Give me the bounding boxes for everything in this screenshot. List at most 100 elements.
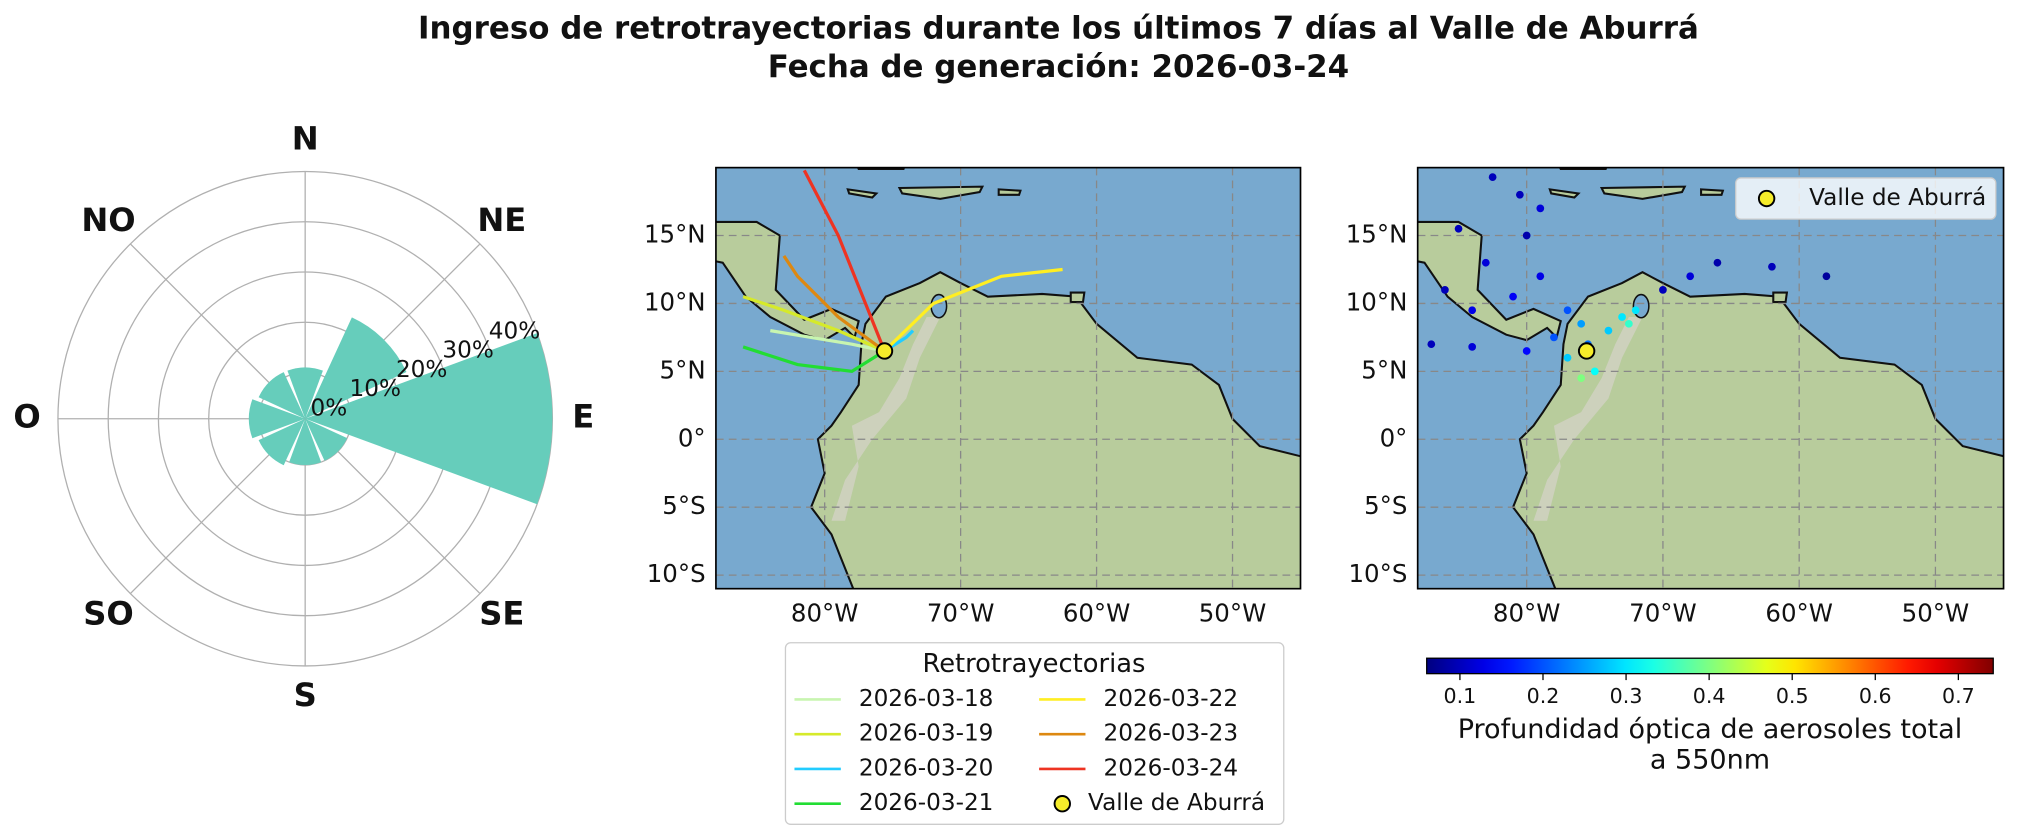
land (846, 188, 879, 199)
y-tick-label: 5°S (1364, 491, 1407, 520)
colorbar-tick-label: 0.4 (1693, 684, 1726, 708)
aod-point (1577, 374, 1586, 383)
mountains (1533, 317, 1643, 521)
r-tick-label: 30% (442, 337, 493, 364)
r-tick-label: 0% (310, 394, 347, 421)
colorbar-tick-label: 0.6 (1859, 684, 1892, 708)
land (1069, 291, 1086, 304)
legend-box (1735, 177, 1997, 220)
map-area (1417, 167, 2004, 589)
direction-label: E (572, 398, 594, 436)
aod-point (1686, 272, 1695, 281)
x-tick-label: 50°W (1199, 598, 1267, 627)
site-marker (875, 342, 894, 360)
colorbar-tick-label: 0.3 (1610, 684, 1643, 708)
aod-point (1516, 190, 1524, 199)
aod-point (1454, 224, 1463, 233)
map-frame (715, 166, 1302, 590)
legend-swatch (1053, 795, 1071, 813)
r-tick-label: 20% (396, 356, 447, 383)
aod-point (1577, 319, 1586, 328)
legend-label: 2026-03-22 (1103, 685, 1238, 712)
aod-point (1550, 333, 1558, 342)
direction-label: O (13, 398, 40, 436)
land (715, 220, 860, 342)
land (1599, 185, 1687, 200)
land (897, 185, 985, 200)
legend-box (784, 642, 1285, 825)
y-tick-label: 0° (678, 423, 706, 452)
colorbar-label: Profundidad óptica de aerosoles total (1458, 714, 1963, 745)
trajectory (883, 267, 1063, 353)
colorbar (1426, 657, 1994, 675)
x-tick-label: 80°W (791, 598, 859, 627)
aod-point (1563, 306, 1572, 315)
trajectory (770, 329, 885, 353)
aod-point (1590, 367, 1599, 376)
map-area (715, 167, 1301, 589)
y-tick-label: 5°N (1361, 355, 1407, 384)
land (1511, 271, 2004, 589)
legend-label: Valle de Aburrá (1088, 789, 1265, 816)
colorbar-tick-label: 0.7 (1942, 684, 1975, 708)
legend-label: 2026-03-23 (1103, 720, 1238, 747)
direction-label: SO (83, 594, 134, 632)
direction-label: NO (81, 201, 135, 239)
legend-title: Retrotrayectorias (922, 649, 1145, 679)
wedge (258, 418, 306, 466)
x-tick-label: 80°W (1493, 598, 1561, 627)
legend-label: Valle de Aburrá (1809, 184, 1986, 211)
y-tick-label: 10°S (1349, 559, 1408, 588)
aod-point (1604, 326, 1613, 335)
land (997, 188, 1022, 196)
trajectory (782, 255, 886, 353)
land (1700, 188, 1725, 196)
aod-point (1509, 292, 1517, 301)
x-tick-label: 60°W (1063, 598, 1131, 627)
wedge (287, 367, 323, 419)
wedge (305, 317, 407, 419)
colorbar-tick-label: 0.5 (1776, 684, 1809, 708)
aod-point (1631, 306, 1640, 315)
aod-point (1427, 340, 1436, 349)
land (1548, 188, 1581, 199)
aod-point (1481, 258, 1490, 267)
direction-label: SE (479, 594, 524, 632)
aod-point (1563, 353, 1572, 362)
map-frame (1416, 166, 2005, 590)
title: Ingreso de retrotrayectorias durante los… (418, 10, 1699, 46)
x-tick-label: 70°W (1629, 598, 1697, 627)
x-tick-label: 50°W (1902, 598, 1970, 627)
subtitle: Fecha de generación: 2026-03-24 (768, 49, 1349, 85)
colorbar-tick-label: 0.1 (1444, 684, 1477, 708)
lake (1632, 293, 1650, 319)
wedge (248, 399, 306, 439)
legend-label: 2026-03-21 (859, 789, 994, 816)
aod-point (1618, 313, 1626, 321)
aod-point (1536, 204, 1545, 213)
colorbar-tick-label: 0.2 (1527, 684, 1560, 708)
y-tick-label: 10°S (647, 559, 706, 588)
aod-point (1468, 343, 1477, 351)
x-tick-label: 60°W (1765, 598, 1833, 627)
land (1417, 220, 1562, 342)
trajectory (742, 295, 886, 353)
y-tick-label: 10°N (644, 287, 706, 316)
aod-point (1488, 173, 1497, 181)
legend-label: 2026-03-24 (1103, 754, 1238, 781)
y-tick-label: 15°N (644, 220, 706, 249)
aod-point (1659, 286, 1667, 294)
direction-label: NE (477, 201, 526, 239)
colorbar-label: a 550nm (1650, 745, 1770, 776)
wedge (289, 418, 322, 465)
aod-point (1768, 262, 1776, 271)
trajectory (802, 169, 886, 352)
aod-point (1822, 272, 1831, 281)
site-marker (1577, 342, 1596, 360)
land (1558, 167, 1608, 171)
land (856, 167, 906, 171)
direction-label: N (292, 120, 319, 158)
y-tick-label: 10°N (1346, 287, 1408, 316)
